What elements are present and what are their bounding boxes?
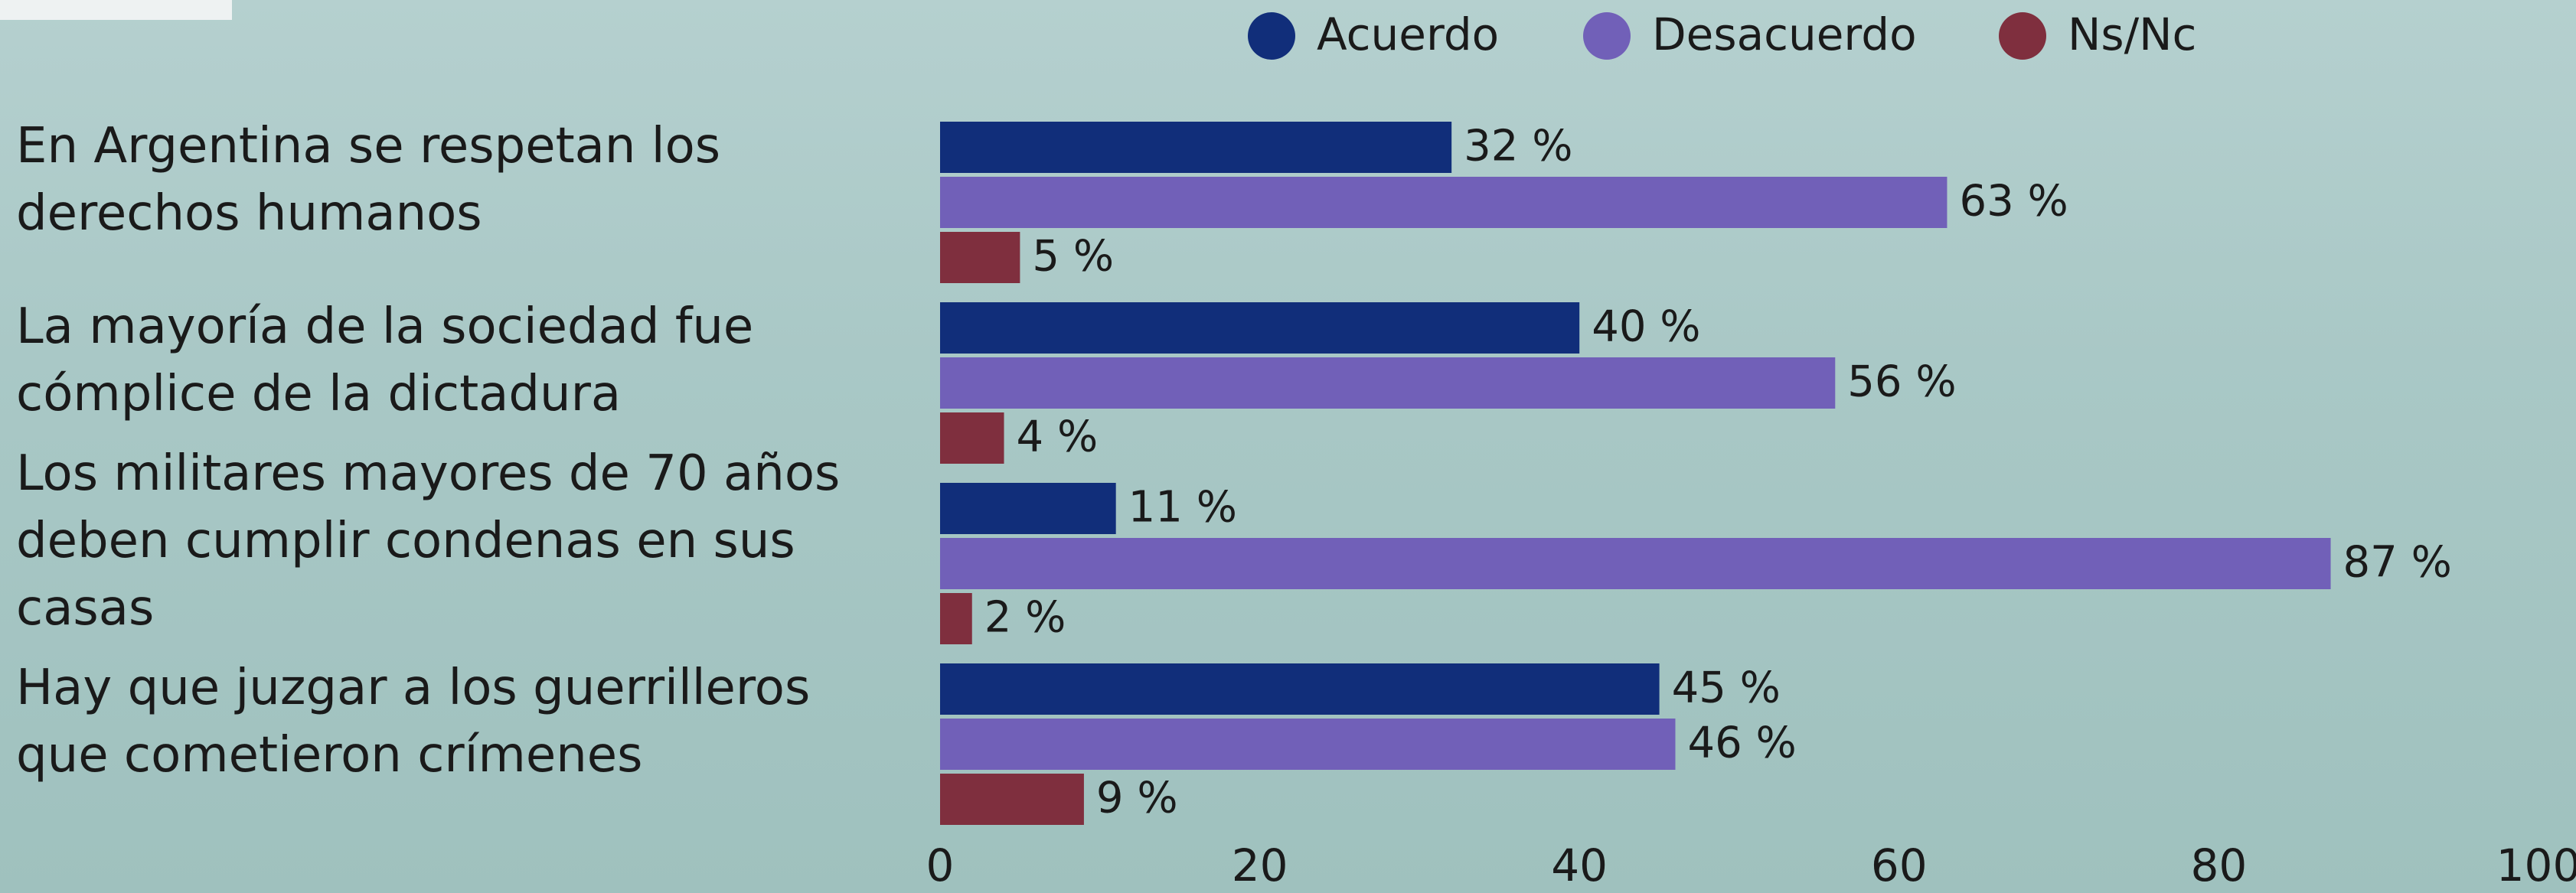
x-tick-label: 20 bbox=[1232, 839, 1288, 891]
legend-label: Desacuerdo bbox=[1652, 8, 1917, 60]
value-label: 9 % bbox=[1096, 774, 1178, 823]
bar bbox=[940, 357, 1836, 409]
legend-swatch bbox=[1583, 12, 1631, 60]
bar bbox=[940, 232, 1020, 283]
category-label: En Argentina se respetan los derechos hu… bbox=[16, 117, 721, 242]
value-label: 46 % bbox=[1687, 719, 1796, 768]
bar bbox=[940, 538, 2331, 589]
x-tick-label: 100 bbox=[2496, 839, 2576, 891]
x-tick-label: 0 bbox=[926, 839, 955, 891]
corner-box bbox=[0, 0, 232, 20]
value-label: 45 % bbox=[1672, 663, 1781, 713]
bar bbox=[940, 593, 972, 644]
bar bbox=[940, 483, 1116, 534]
bar bbox=[940, 663, 1660, 715]
legend-swatch bbox=[1999, 12, 2046, 60]
value-label: 63 % bbox=[1959, 177, 2068, 227]
value-label: 4 % bbox=[1017, 412, 1099, 462]
legend-label: Ns/Nc bbox=[2068, 8, 2196, 60]
value-label: 87 % bbox=[2343, 538, 2452, 588]
x-tick-label: 60 bbox=[1871, 839, 1928, 891]
legend-swatch bbox=[1248, 12, 1295, 60]
value-label: 56 % bbox=[1847, 357, 1956, 407]
category-label: Hay que juzgar a los guerrilleros que co… bbox=[16, 659, 811, 784]
value-label: 2 % bbox=[984, 593, 1066, 643]
bar bbox=[940, 302, 1580, 354]
category-label: La mayoría de la sociedad fue cómplice d… bbox=[16, 298, 754, 422]
bar bbox=[940, 177, 1948, 228]
value-label: 5 % bbox=[1032, 232, 1114, 282]
bar bbox=[940, 719, 1676, 770]
x-tick-label: 80 bbox=[2190, 839, 2247, 891]
bar bbox=[940, 122, 1452, 173]
legend-label: Acuerdo bbox=[1317, 8, 1499, 60]
value-label: 11 % bbox=[1128, 483, 1237, 533]
category-label: Los militares mayores de 70 años deben c… bbox=[16, 445, 841, 637]
value-label: 40 % bbox=[1592, 302, 1700, 352]
bar bbox=[940, 774, 1084, 825]
bar bbox=[940, 412, 1004, 464]
x-tick-label: 40 bbox=[1551, 839, 1608, 891]
value-label: 32 % bbox=[1464, 122, 1572, 171]
